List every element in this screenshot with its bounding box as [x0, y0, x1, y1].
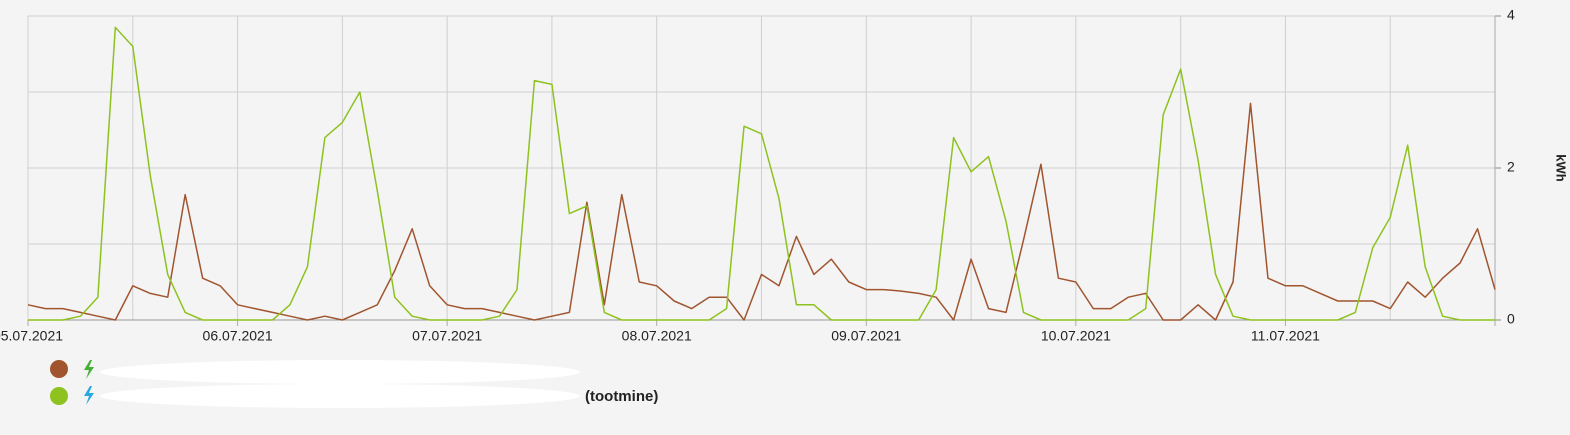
series-line: [27, 102, 1496, 321]
x-tick-label: 08.07.2021: [622, 328, 692, 344]
y-tick-label: 2: [1507, 159, 1515, 175]
x-tick-label: 11.07.2021: [1251, 328, 1320, 344]
legend-label: (tootmine): [585, 388, 658, 405]
y-tick-label: 4: [1507, 7, 1515, 23]
y-tick-label: 0: [1507, 311, 1515, 327]
legend-swatch: [50, 387, 68, 405]
redaction: [100, 360, 580, 384]
x-tick-label: 09.07.2021: [831, 328, 901, 344]
legend: (tootmine): [50, 360, 658, 408]
x-tick-label: 07.07.2021: [412, 328, 482, 344]
bolt-icon: [84, 386, 94, 405]
x-tick-label: 10.07.2021: [1041, 328, 1111, 344]
x-tick-label: 06.07.2021: [203, 328, 273, 344]
x-tick-label: 05.07.2021: [0, 328, 63, 344]
bolt-icon: [84, 360, 94, 379]
y-axis-label: kWh: [1554, 154, 1569, 182]
legend-swatch: [50, 360, 68, 378]
redaction: [100, 384, 580, 408]
series-line: [28, 26, 1495, 321]
